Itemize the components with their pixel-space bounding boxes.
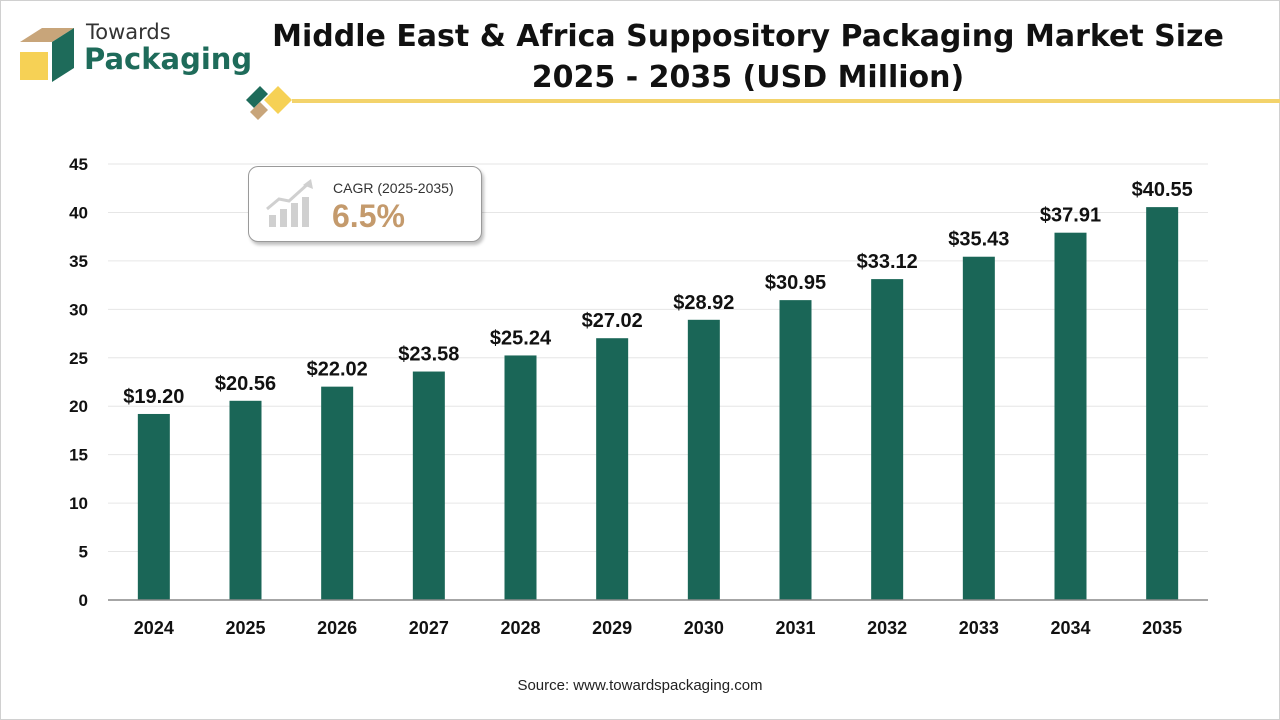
data-label-2035: $40.55 bbox=[1132, 179, 1193, 201]
x-tick-label: 2029 bbox=[592, 618, 632, 638]
growth-chart-icon bbox=[266, 179, 313, 227]
y-tick-label: 30 bbox=[69, 300, 88, 319]
x-tick-label: 2031 bbox=[775, 618, 815, 638]
data-label-2024: $19.20 bbox=[123, 386, 184, 408]
x-tick-label: 2034 bbox=[1050, 618, 1090, 638]
logo-text-towards: Towards bbox=[86, 20, 171, 44]
y-axis-ticks: 0 5 10 15 20 25 30 35 40 45 bbox=[69, 155, 88, 610]
bar-2024 bbox=[137, 413, 170, 600]
y-tick-label: 35 bbox=[69, 252, 88, 271]
bar-2029 bbox=[596, 338, 629, 600]
data-label-2034: $37.91 bbox=[1040, 205, 1101, 227]
x-tick-label: 2027 bbox=[409, 618, 449, 638]
data-label-2029: $27.02 bbox=[582, 310, 643, 332]
logo-text-packaging: Packaging bbox=[84, 42, 253, 76]
title-underline bbox=[292, 99, 1280, 103]
data-label-2032: $33.12 bbox=[857, 251, 918, 273]
x-axis-ticks: 2024 2025 2026 2027 2028 2029 2030 2031 2032 2033… bbox=[134, 618, 1182, 638]
data-labels: $19.20 $20.56 $22.02 $23.58 $25.24 $27.02 $28.… bbox=[123, 179, 1193, 408]
ornament-yellow-shape bbox=[264, 86, 292, 114]
data-label-2025: $20.56 bbox=[215, 373, 276, 395]
growth-icon-bar-2 bbox=[280, 209, 287, 227]
y-tick-label: 25 bbox=[69, 349, 88, 368]
logo-box-front-shape bbox=[20, 52, 48, 80]
y-tick-label: 5 bbox=[79, 543, 88, 562]
bar-2032 bbox=[871, 279, 904, 600]
y-tick-label: 40 bbox=[69, 203, 88, 222]
bar-2034 bbox=[1054, 232, 1087, 601]
y-tick-label: 10 bbox=[69, 494, 88, 513]
cagr-callout: CAGR (2025-2035) 6.5% bbox=[248, 166, 482, 242]
y-tick-label: 15 bbox=[69, 446, 88, 465]
x-tick-label: 2035 bbox=[1142, 618, 1182, 638]
logo-box-top-shape bbox=[20, 28, 74, 42]
data-label-2030: $28.92 bbox=[673, 292, 734, 314]
data-label-2027: $23.58 bbox=[398, 344, 459, 366]
x-tick-label: 2028 bbox=[500, 618, 540, 638]
bar-2030 bbox=[687, 319, 720, 600]
growth-icon-bar-3 bbox=[291, 203, 298, 227]
growth-icon-bar-1 bbox=[269, 215, 276, 227]
x-tick-label: 2030 bbox=[684, 618, 724, 638]
diamond-ornament-icon bbox=[246, 86, 292, 120]
y-tick-label: 45 bbox=[69, 155, 88, 174]
bar-2026 bbox=[321, 386, 354, 600]
bar-2028 bbox=[504, 355, 537, 600]
logo-box-icon bbox=[20, 28, 74, 82]
bar-2035 bbox=[1146, 207, 1179, 601]
data-label-2028: $25.24 bbox=[490, 327, 552, 349]
growth-icon-trend-line bbox=[266, 181, 311, 211]
cagr-label: CAGR (2025-2035) bbox=[333, 180, 454, 196]
data-label-2026: $22.02 bbox=[307, 359, 368, 381]
bar-2027 bbox=[412, 371, 445, 600]
x-tick-label: 2033 bbox=[959, 618, 999, 638]
ornament-tan-shape bbox=[250, 102, 268, 120]
bar-2025 bbox=[229, 400, 262, 600]
growth-icon-arrowhead bbox=[303, 179, 313, 189]
x-tick-label: 2026 bbox=[317, 618, 357, 638]
growth-icon-bar-4 bbox=[302, 197, 309, 227]
chart-title-line-2: 2025 - 2035 (USD Million) bbox=[531, 60, 965, 95]
data-label-2031: $30.95 bbox=[765, 272, 826, 294]
chart-title-line-1: Middle East & Africa Suppository Packagi… bbox=[272, 19, 1224, 54]
towards-packaging-logo bbox=[16, 20, 246, 90]
ornament-green-shape bbox=[246, 86, 268, 108]
chart-title: Middle East & Africa Suppository Packagi… bbox=[268, 16, 1228, 98]
cagr-value: 6.5% bbox=[332, 198, 405, 234]
source-note: Source: www.towardspackaging.com bbox=[517, 677, 763, 694]
bar-2031 bbox=[779, 300, 812, 600]
bar-2033 bbox=[962, 256, 995, 600]
y-tick-label: 20 bbox=[69, 397, 88, 416]
bars bbox=[137, 207, 1179, 601]
logo-box-side-shape bbox=[52, 28, 74, 82]
x-tick-label: 2024 bbox=[134, 618, 174, 638]
data-label-2033: $35.43 bbox=[948, 229, 1009, 251]
y-tick-label: 0 bbox=[79, 591, 88, 610]
x-tick-label: 2025 bbox=[225, 618, 265, 638]
x-tick-label: 2032 bbox=[867, 618, 907, 638]
